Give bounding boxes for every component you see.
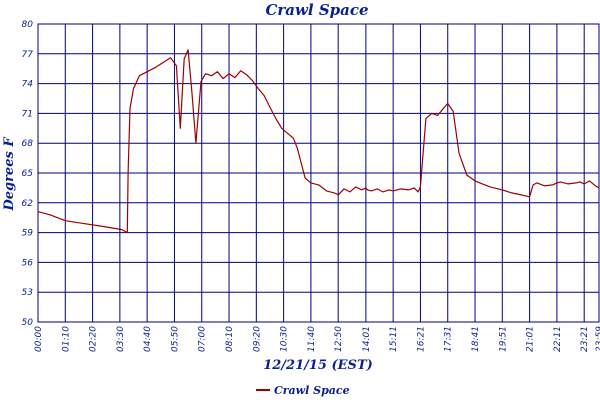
series-group xyxy=(37,49,600,234)
y-tick-label: 50 xyxy=(22,318,34,328)
legend-label: Crawl Space xyxy=(274,384,350,397)
series-line-crawl-space xyxy=(37,49,600,234)
y-tick-label: 65 xyxy=(22,169,34,179)
y-tick-label: 71 xyxy=(22,109,33,119)
x-tick-label: 04:40 xyxy=(143,326,153,352)
x-tick-label: 09:20 xyxy=(252,326,262,352)
x-tick-label: 18:41 xyxy=(471,326,481,352)
x-tick-label: 17:31 xyxy=(444,326,454,352)
x-tick-label: 12:50 xyxy=(334,326,344,352)
x-tick-label: 22:11 xyxy=(553,326,563,352)
x-tick-label: 08:10 xyxy=(225,326,235,352)
x-tick-label: 11:40 xyxy=(307,326,317,352)
y-tick-label: 56 xyxy=(22,258,34,268)
chart-title: Crawl Space xyxy=(265,1,368,19)
x-tick-label: 23:59 xyxy=(595,326,600,352)
y-tick-label: 80 xyxy=(22,20,34,30)
y-tick-label: 68 xyxy=(22,139,34,149)
y-tick-label: 62 xyxy=(22,199,34,209)
x-tick-label: 03:30 xyxy=(116,326,126,352)
y-tick-label: 53 xyxy=(22,288,34,298)
x-axis-label: 12/21/15 (EST) xyxy=(263,358,373,373)
x-axis-ticks: 00:00 01:10 02:20 03:30 04:40 05:50 07:00 08:10… xyxy=(34,326,600,352)
y-tick-label: 77 xyxy=(22,50,34,60)
x-tick-label: 21:01 xyxy=(526,326,536,352)
grid xyxy=(37,23,600,323)
x-tick-label: 19:51 xyxy=(498,326,508,352)
x-tick-label: 15:11 xyxy=(389,326,399,352)
x-tick-label: 07:00 xyxy=(198,326,208,352)
x-tick-label: 00:00 xyxy=(34,326,44,352)
x-tick-label: 16:21 xyxy=(416,326,426,352)
plot-frame xyxy=(37,23,600,323)
x-tick-label: 14:01 xyxy=(362,326,372,352)
x-tick-label: 01:10 xyxy=(61,326,71,352)
y-tick-label: 59 xyxy=(22,229,34,239)
y-tick-label: 74 xyxy=(22,80,34,90)
x-tick-label: 02:20 xyxy=(89,326,99,352)
x-tick-label: 23:21 xyxy=(580,326,590,352)
x-tick-label: 05:50 xyxy=(170,326,180,352)
legend: Crawl Space xyxy=(256,384,350,397)
x-tick-label: 10:30 xyxy=(280,326,290,352)
y-axis-ticks: 50 53 56 59 62 65 68 71 74 77 80 xyxy=(22,20,34,328)
y-axis-label: Degrees F xyxy=(2,137,17,212)
